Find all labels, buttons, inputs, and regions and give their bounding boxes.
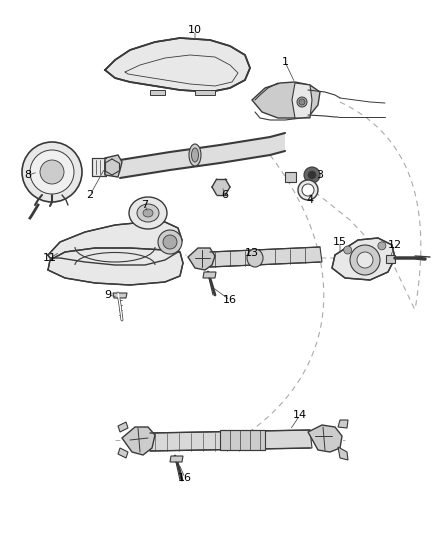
Polygon shape [212, 179, 230, 195]
Circle shape [30, 150, 74, 194]
Ellipse shape [137, 204, 159, 222]
Circle shape [22, 142, 82, 202]
Polygon shape [285, 172, 296, 182]
Text: 14: 14 [293, 410, 307, 420]
Polygon shape [203, 272, 216, 278]
Polygon shape [122, 427, 155, 455]
Polygon shape [150, 430, 312, 451]
Polygon shape [220, 430, 265, 450]
Circle shape [297, 97, 307, 107]
Text: 13: 13 [245, 248, 259, 258]
Text: 9: 9 [104, 290, 112, 300]
Polygon shape [48, 248, 183, 285]
Text: 2: 2 [86, 190, 94, 200]
Text: 11: 11 [43, 253, 57, 263]
Text: 16: 16 [178, 473, 192, 483]
Circle shape [158, 230, 182, 254]
Ellipse shape [189, 144, 201, 166]
Ellipse shape [247, 249, 263, 267]
Text: 10: 10 [188, 25, 202, 35]
Text: 15: 15 [333, 237, 347, 247]
Polygon shape [170, 456, 183, 462]
Circle shape [308, 171, 316, 179]
Polygon shape [210, 247, 322, 267]
Ellipse shape [143, 209, 153, 217]
Polygon shape [92, 158, 106, 176]
Text: 3: 3 [317, 170, 324, 180]
Polygon shape [118, 448, 128, 458]
Circle shape [298, 180, 318, 200]
Circle shape [299, 99, 305, 105]
Polygon shape [188, 248, 215, 270]
Text: 8: 8 [25, 170, 32, 180]
Circle shape [344, 246, 352, 254]
Ellipse shape [191, 148, 198, 162]
Polygon shape [338, 420, 348, 428]
Text: 1: 1 [282, 57, 289, 67]
Ellipse shape [129, 197, 167, 229]
Circle shape [163, 235, 177, 249]
Polygon shape [332, 238, 395, 280]
Circle shape [40, 160, 64, 184]
Text: 7: 7 [141, 200, 148, 210]
Text: 12: 12 [388, 240, 402, 250]
Circle shape [302, 184, 314, 196]
Text: 4: 4 [307, 195, 314, 205]
Polygon shape [118, 422, 128, 432]
Circle shape [304, 167, 320, 183]
Circle shape [378, 242, 386, 250]
Polygon shape [292, 83, 312, 118]
Text: 6: 6 [222, 190, 229, 200]
Polygon shape [386, 255, 395, 263]
Polygon shape [338, 447, 348, 460]
Text: 16: 16 [223, 295, 237, 305]
Polygon shape [105, 155, 122, 177]
Circle shape [350, 245, 380, 275]
Polygon shape [105, 38, 250, 92]
Polygon shape [252, 82, 320, 118]
Polygon shape [48, 222, 182, 265]
Polygon shape [195, 90, 215, 95]
Polygon shape [120, 133, 285, 178]
Circle shape [357, 252, 373, 268]
Polygon shape [113, 293, 127, 298]
Polygon shape [308, 425, 342, 452]
Polygon shape [150, 90, 165, 95]
